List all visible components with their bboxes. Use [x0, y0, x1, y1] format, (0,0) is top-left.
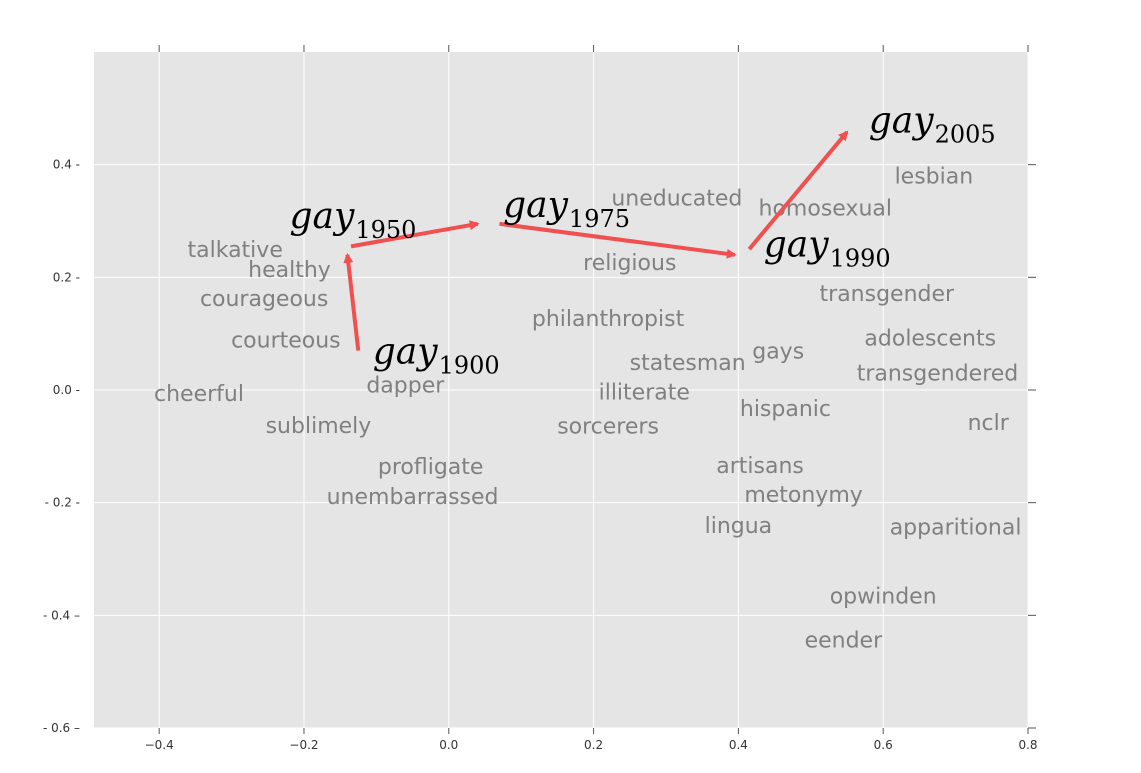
- x-tick-label: 0.8: [1018, 738, 1037, 752]
- gay-word: gay: [503, 185, 569, 226]
- word-label: courageous: [200, 287, 328, 312]
- word-label: metonymy: [744, 483, 862, 508]
- trajectory-arrow: [343, 252, 361, 351]
- word-label: unembarrassed: [327, 485, 499, 510]
- trajectory-arrows: [343, 130, 849, 351]
- gay-1900-label: gay 1900: [373, 331, 500, 379]
- word-label: artisans: [716, 454, 804, 479]
- word-label: lingua: [705, 514, 773, 539]
- word-label: apparitional: [890, 515, 1022, 540]
- y-tick-label: - 0.6 –: [43, 721, 80, 735]
- gay-2005-label: gay 2005: [869, 100, 996, 148]
- word-label: sorcerers: [557, 414, 659, 439]
- word-label: dapper: [366, 373, 445, 398]
- y-tick-label: 0.4 -: [53, 158, 80, 172]
- word-label: transgender: [820, 282, 956, 307]
- gay-year-subscript: 1990: [830, 244, 891, 272]
- gay-1950-label: gay 1950: [289, 196, 416, 244]
- gay-1975-label: gay 1975: [503, 185, 630, 233]
- word-label: talkative: [188, 238, 283, 263]
- x-tick-label: −0.2: [289, 738, 318, 752]
- gay-year-subscript: 1950: [355, 216, 416, 244]
- x-tick-label: 0.4: [729, 738, 748, 752]
- trajectory-arrow: [350, 220, 480, 249]
- x-tick-label: 0.2: [584, 738, 603, 752]
- word-label: religious: [583, 251, 676, 276]
- word-label: eender: [805, 629, 884, 654]
- trajectory-arrow: [499, 221, 737, 259]
- y-tick-label: 0.2 -: [53, 270, 80, 284]
- word-label: uneducated: [611, 186, 742, 211]
- gay-1990-label: gay 1990: [764, 224, 891, 272]
- word-label: profligate: [378, 455, 484, 480]
- x-tick-label: −0.4: [145, 738, 174, 752]
- word-label: homosexual: [759, 196, 892, 221]
- word-label: transgendered: [857, 362, 1019, 387]
- x-tick-label: 0.0: [439, 738, 458, 752]
- word-label: lesbian: [895, 164, 974, 189]
- word-label: sublimely: [266, 414, 372, 439]
- x-tick-label: 0.6: [874, 738, 893, 752]
- gay-year-subscript: 1900: [439, 351, 500, 379]
- y-tick-label: - 0.4 –: [43, 608, 80, 622]
- word-label: nclr: [968, 411, 1010, 436]
- y-tick-label: - 0.2 -: [45, 496, 80, 510]
- y-tick-label: 0.0 -: [53, 383, 80, 397]
- word-label: adolescents: [864, 327, 996, 352]
- word-label: statesman: [630, 351, 746, 376]
- gay-year-subscript: 1975: [569, 205, 630, 233]
- word-label: courteous: [231, 328, 341, 353]
- gay-word: gay: [764, 224, 830, 265]
- trajectory-arrow: [747, 130, 849, 251]
- gay-word: gay: [373, 331, 439, 372]
- word-label: illiterate: [599, 381, 690, 406]
- gay-word: gay: [289, 196, 355, 237]
- axis-ticks: −0.4 −0.2 0.0 0.2 0.4 0.6 0.8 0.4 - 0.2 - 0.0 - - …: [43, 45, 1038, 752]
- word-label: gays: [752, 340, 804, 365]
- word-label: hispanic: [740, 397, 831, 422]
- gay-year-subscript: 2005: [935, 120, 996, 148]
- word-label: opwinden: [830, 585, 937, 610]
- grid: [94, 52, 1029, 729]
- word-label: philanthropist: [532, 307, 685, 332]
- word-label: healthy: [248, 258, 331, 283]
- word-label: cheerful: [154, 382, 244, 407]
- gay-word: gay: [869, 100, 935, 141]
